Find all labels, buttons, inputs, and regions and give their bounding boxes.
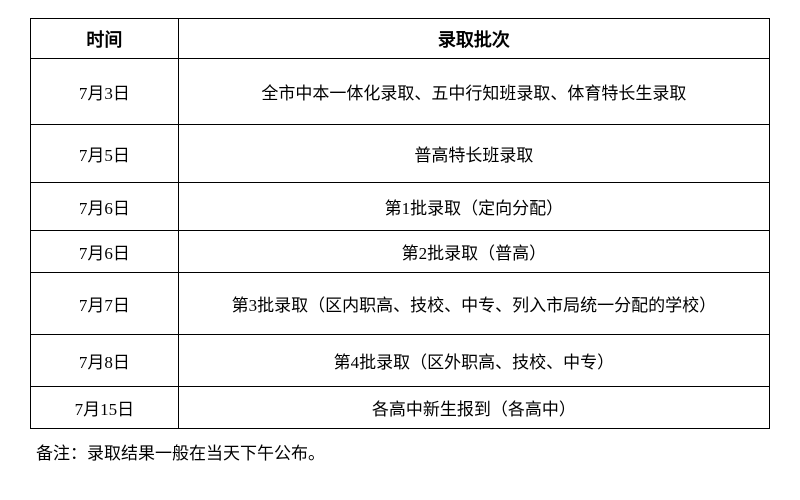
table-row: 7月6日第1批录取（定向分配）: [31, 183, 770, 231]
cell-batch: 第2批录取（普高）: [178, 231, 769, 273]
table-row: 7月7日第3批录取（区内职高、技校、中专、列入市局统一分配的学校）: [31, 273, 770, 335]
cell-batch: 普高特长班录取: [178, 125, 769, 183]
table-row: 7月3日全市中本一体化录取、五中行知班录取、体育特长生录取: [31, 59, 770, 125]
table-header-row: 时间 录取批次: [31, 19, 770, 59]
table-row: 7月6日第2批录取（普高）: [31, 231, 770, 273]
cell-batch: 第4批录取（区外职高、技校、中专）: [178, 335, 769, 387]
header-batch: 录取批次: [178, 19, 769, 59]
footnote: 备注：录取结果一般在当天下午公布。: [30, 439, 770, 464]
cell-time: 7月6日: [31, 231, 179, 273]
cell-time: 7月6日: [31, 183, 179, 231]
table-row: 7月8日第4批录取（区外职高、技校、中专）: [31, 335, 770, 387]
cell-time: 7月5日: [31, 125, 179, 183]
header-time: 时间: [31, 19, 179, 59]
cell-batch: 各高中新生报到（各高中）: [178, 387, 769, 429]
cell-time: 7月7日: [31, 273, 179, 335]
cell-time: 7月15日: [31, 387, 179, 429]
cell-batch: 第1批录取（定向分配）: [178, 183, 769, 231]
cell-time: 7月8日: [31, 335, 179, 387]
table-body: 7月3日全市中本一体化录取、五中行知班录取、体育特长生录取7月5日普高特长班录取…: [31, 59, 770, 429]
table-row: 7月15日各高中新生报到（各高中）: [31, 387, 770, 429]
table-row: 7月5日普高特长班录取: [31, 125, 770, 183]
cell-batch: 全市中本一体化录取、五中行知班录取、体育特长生录取: [178, 59, 769, 125]
admission-schedule-table: 时间 录取批次 7月3日全市中本一体化录取、五中行知班录取、体育特长生录取7月5…: [30, 18, 770, 429]
cell-batch: 第3批录取（区内职高、技校、中专、列入市局统一分配的学校）: [178, 273, 769, 335]
cell-time: 7月3日: [31, 59, 179, 125]
